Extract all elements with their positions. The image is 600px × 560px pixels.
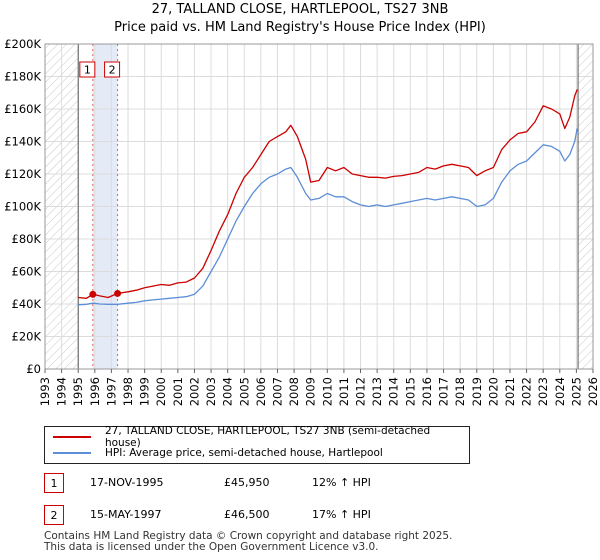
footer-attribution: Contains HM Land Registry data © Crown c… <box>44 531 452 553</box>
x-tick-label: 2004 <box>221 377 235 406</box>
x-tick-label: 2003 <box>204 377 218 406</box>
x-tick-label: 1996 <box>88 377 102 406</box>
chart-legend: 27, TALLAND CLOSE, HARTLEPOOL, TS27 3NB … <box>44 425 470 464</box>
x-tick-label: 2010 <box>320 377 334 406</box>
sale-point-marker <box>114 289 122 297</box>
x-tick-label: 2009 <box>304 377 318 406</box>
y-tick-label: £100K <box>4 200 41 214</box>
x-tick-label: 2006 <box>254 377 268 406</box>
series-line-hpi <box>78 128 578 306</box>
x-tick-label: 2016 <box>420 377 434 406</box>
x-tick-label: 2007 <box>270 377 284 406</box>
x-tick-label: 2023 <box>536 377 550 406</box>
y-tick-label: £0 <box>26 362 41 376</box>
y-tick-label: £120K <box>4 167 41 181</box>
x-tick-label: 2019 <box>470 377 484 406</box>
footer-line-2: This data is licensed under the Open Gov… <box>44 541 379 553</box>
transaction-hpi: 12% ↑ HPI <box>312 476 371 489</box>
y-tick-label: £80K <box>12 232 42 246</box>
x-tick-label: 2014 <box>387 377 401 406</box>
transaction-price: £45,950 <box>224 476 270 489</box>
x-tick-label: 2000 <box>154 377 168 406</box>
x-tick-label: 1999 <box>138 377 152 406</box>
x-tick-label: 1993 <box>38 377 52 406</box>
transaction-price: £46,500 <box>224 508 270 521</box>
x-tick-label: 1997 <box>104 377 118 406</box>
chart-subtitle: Price paid vs. HM Land Registry's House … <box>114 20 486 35</box>
legend-label-property: 27, TALLAND CLOSE, HARTLEPOOL, TS27 3NB … <box>104 425 431 449</box>
transaction-number-badge: 2 <box>44 505 64 525</box>
price-chart: £0 £20K £40K £60K £80K £100K £120K £140K £160K £1… <box>4 37 600 406</box>
x-tick-label: 1998 <box>121 377 135 406</box>
transaction-date: 17-NOV-1995 <box>90 476 164 489</box>
transaction-date: 15-MAY-1997 <box>90 508 162 521</box>
y-tick-label: £200K <box>4 37 41 51</box>
legend-item-property: 27, TALLAND CLOSE, HARTLEPOOL, TS27 3NB … <box>53 425 469 449</box>
x-tick-label: 2015 <box>403 377 417 406</box>
x-tick-label: 1995 <box>71 377 85 406</box>
x-tick-label: 2022 <box>520 377 534 406</box>
x-tick-label: 2001 <box>171 377 185 406</box>
series-line-property <box>78 89 578 299</box>
legend-swatch-hpi <box>53 452 91 454</box>
y-tick-label: £140K <box>4 135 41 149</box>
y-tick-label: £40K <box>12 297 42 311</box>
marker-label: 1 <box>84 64 91 77</box>
x-tick-label: 2008 <box>287 377 301 406</box>
x-tick-label: 2005 <box>237 377 251 406</box>
sale-point-marker <box>89 290 97 298</box>
x-tick-label: 2018 <box>453 377 467 406</box>
y-tick-label: £20K <box>12 330 42 344</box>
footer-line-1: Contains HM Land Registry data © Crown c… <box>44 530 453 542</box>
transaction-hpi: 17% ↑ HPI <box>312 508 371 521</box>
x-tick-label: 2024 <box>553 377 567 406</box>
x-tick-label: 2012 <box>354 377 368 406</box>
y-tick-label: £160K <box>4 102 41 116</box>
y-tick-label: £180K <box>4 70 41 84</box>
x-tick-label: 2017 <box>437 377 451 406</box>
transaction-number-badge: 1 <box>44 473 64 493</box>
marker-label-box <box>104 61 121 78</box>
marker-label: 2 <box>109 64 116 77</box>
chart-title: 27, TALLAND CLOSE, HARTLEPOOL, TS27 3NB <box>151 2 449 17</box>
marker-label-box <box>79 61 96 78</box>
x-tick-label: 2002 <box>187 377 201 406</box>
x-tick-label: 2013 <box>370 377 384 406</box>
x-tick-label: 1994 <box>55 377 69 406</box>
legend-label-hpi: HPI: Average price, semi-detached house,… <box>105 447 383 459</box>
x-tick-label: 2021 <box>503 377 517 406</box>
x-tick-label: 2026 <box>586 377 600 406</box>
y-tick-label: £60K <box>12 265 42 279</box>
legend-swatch-property <box>53 436 91 438</box>
x-tick-label: 2025 <box>569 377 583 406</box>
legend-item-hpi: HPI: Average price, semi-detached house,… <box>53 445 383 461</box>
x-tick-label: 2011 <box>337 377 351 406</box>
x-tick-label: 2020 <box>486 377 500 406</box>
plot-frame <box>44 43 594 370</box>
